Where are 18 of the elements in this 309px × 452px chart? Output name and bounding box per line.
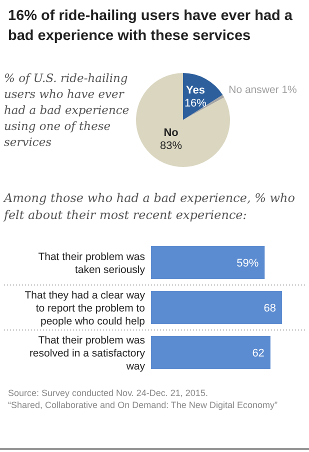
chart-title: 16% of ride-hailing users have ever had a bad experience with these services <box>8 8 294 44</box>
text: “Shared, Collaborative and On Demand: The New Digital Economy” <box>8 400 278 410</box>
y-tick-label: That their problem was resolved in a satisfactory way <box>29 334 146 372</box>
pie-slice <box>183 94 224 120</box>
slice-label: No answer 1% <box>228 84 297 96</box>
text: % of U.S. ride-hailing users who have ever had a bad experience using one of these services <box>4 71 130 149</box>
pie-slice <box>136 73 230 167</box>
slice-label: Yes <box>186 84 205 96</box>
chart-title: Among those who had a bad experience, % who felt about their most recent experience: <box>3 191 296 222</box>
data-label: 16% <box>184 97 207 110</box>
data-label: 83% <box>160 140 182 152</box>
data-label: 62 <box>252 348 264 360</box>
y-tick-label: That they had a clear way to report the problem to people who could help <box>24 290 146 328</box>
data-label: 59% <box>236 258 259 270</box>
data-label: 68 <box>264 302 276 314</box>
y-tick-label: That their problem was taken seriously <box>38 251 146 276</box>
source-note: Source: Survey conducted Nov. 24-Dec. 21, 2015. <box>8 388 208 398</box>
slice-label: No <box>164 127 179 140</box>
